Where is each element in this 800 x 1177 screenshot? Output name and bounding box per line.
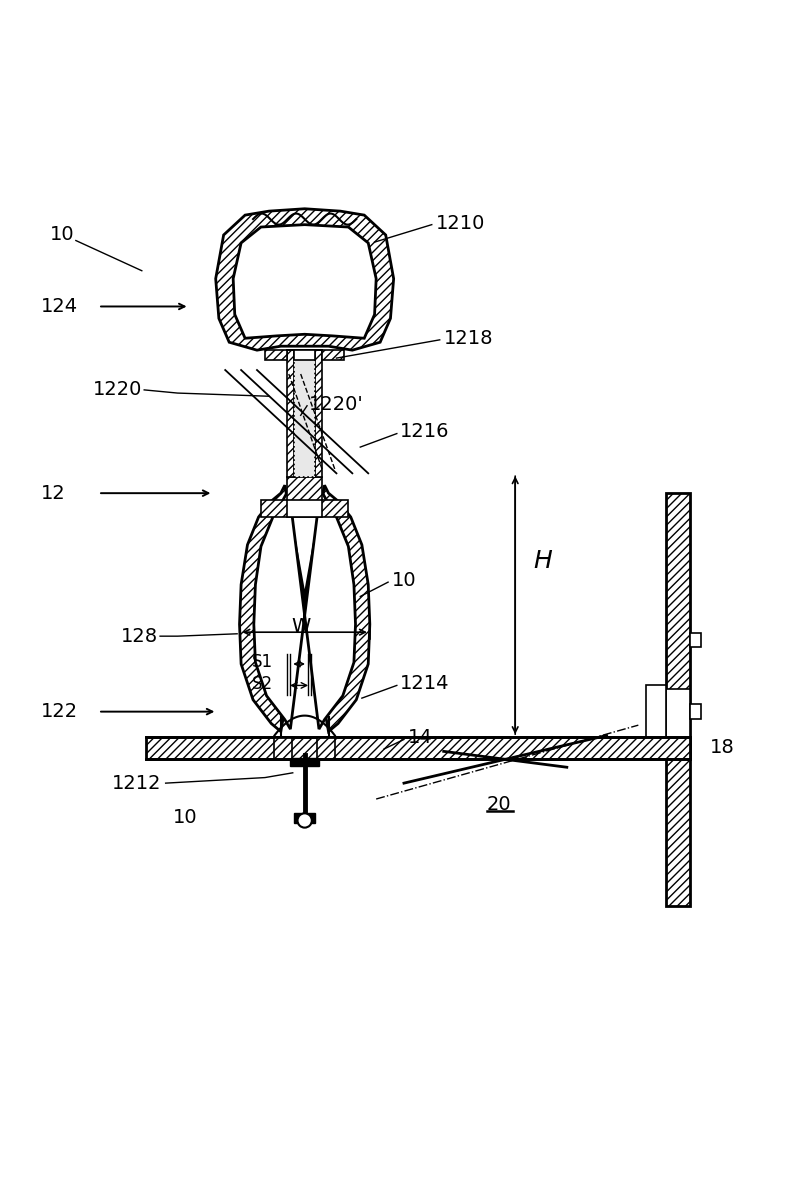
Text: 20: 20 xyxy=(487,796,512,814)
Text: 18: 18 xyxy=(710,738,734,757)
Polygon shape xyxy=(274,737,292,759)
Polygon shape xyxy=(287,351,294,478)
Polygon shape xyxy=(287,499,322,517)
Text: 1210: 1210 xyxy=(436,213,485,233)
Text: H: H xyxy=(534,548,552,573)
Text: 1216: 1216 xyxy=(400,421,450,440)
Text: 124: 124 xyxy=(41,297,78,315)
Polygon shape xyxy=(261,478,348,517)
Text: 10: 10 xyxy=(392,571,417,590)
Polygon shape xyxy=(294,351,315,360)
Text: 1220: 1220 xyxy=(93,380,142,399)
Text: S2: S2 xyxy=(252,674,273,693)
Text: 1218: 1218 xyxy=(444,328,493,347)
Text: 14: 14 xyxy=(408,729,433,747)
Text: 1220': 1220' xyxy=(309,394,363,413)
Bar xyxy=(290,758,319,766)
Bar xyxy=(666,690,690,737)
Text: W: W xyxy=(291,617,310,636)
Polygon shape xyxy=(239,485,370,731)
Polygon shape xyxy=(666,493,690,906)
Text: 12: 12 xyxy=(41,484,66,503)
Polygon shape xyxy=(254,490,355,729)
Bar xyxy=(294,813,315,823)
Bar xyxy=(294,351,315,478)
Bar xyxy=(690,633,701,647)
Text: 128: 128 xyxy=(121,626,158,646)
Circle shape xyxy=(298,813,312,827)
Polygon shape xyxy=(318,737,335,759)
Polygon shape xyxy=(233,225,376,338)
Text: 10: 10 xyxy=(50,226,74,245)
Text: S1: S1 xyxy=(252,652,273,671)
Polygon shape xyxy=(265,351,344,360)
Polygon shape xyxy=(146,737,690,759)
Polygon shape xyxy=(216,208,394,351)
Bar xyxy=(646,685,666,737)
Bar xyxy=(690,705,701,719)
Text: 10: 10 xyxy=(173,807,198,826)
Text: 1212: 1212 xyxy=(112,773,162,792)
Polygon shape xyxy=(315,351,322,478)
Text: 122: 122 xyxy=(41,703,78,722)
Text: 1214: 1214 xyxy=(400,674,450,693)
